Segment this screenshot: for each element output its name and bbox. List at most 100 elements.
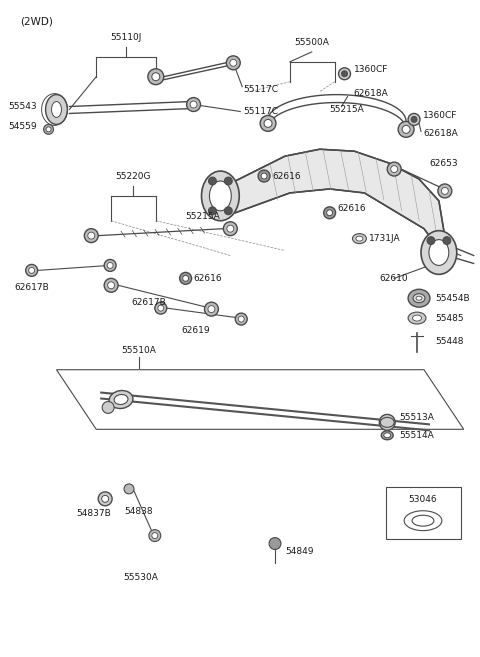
Circle shape (98, 492, 112, 506)
Text: 55485: 55485 (435, 313, 464, 323)
Circle shape (338, 68, 350, 79)
Circle shape (235, 313, 247, 325)
Text: 53046: 53046 (408, 495, 437, 504)
Circle shape (230, 59, 237, 66)
Ellipse shape (384, 433, 391, 438)
Circle shape (152, 533, 158, 539)
Text: 54838: 54838 (125, 507, 153, 516)
Circle shape (260, 116, 276, 131)
Text: 55500A: 55500A (294, 38, 329, 47)
Ellipse shape (381, 431, 393, 440)
Circle shape (269, 537, 281, 549)
Circle shape (427, 237, 435, 244)
Text: 62618A: 62618A (353, 89, 388, 98)
Circle shape (379, 415, 395, 430)
Circle shape (264, 120, 272, 127)
Circle shape (104, 260, 116, 271)
Circle shape (208, 306, 215, 313)
Circle shape (224, 207, 232, 215)
Ellipse shape (408, 289, 430, 307)
Text: 55543: 55543 (8, 102, 36, 111)
Ellipse shape (413, 294, 425, 303)
Ellipse shape (46, 95, 67, 124)
Ellipse shape (413, 315, 421, 321)
Text: 55110J: 55110J (110, 33, 142, 42)
Ellipse shape (352, 234, 366, 244)
Text: 55530A: 55530A (123, 574, 158, 582)
Ellipse shape (421, 231, 457, 275)
Circle shape (387, 162, 401, 176)
Text: 1731JA: 1731JA (369, 234, 401, 243)
Text: 54837B: 54837B (76, 509, 110, 518)
Ellipse shape (109, 390, 133, 409)
Text: 62616: 62616 (193, 274, 222, 283)
Text: 62618A: 62618A (423, 129, 458, 138)
Circle shape (261, 173, 267, 179)
Ellipse shape (202, 171, 239, 221)
Text: 62617B: 62617B (14, 283, 49, 292)
Circle shape (204, 302, 218, 316)
Circle shape (187, 98, 201, 112)
Circle shape (224, 177, 232, 185)
Circle shape (227, 56, 240, 70)
Circle shape (408, 114, 420, 125)
Circle shape (108, 282, 115, 289)
Text: 62653: 62653 (429, 158, 457, 168)
Text: 55215A: 55215A (186, 212, 220, 221)
Circle shape (438, 184, 452, 198)
Text: 55510A: 55510A (121, 346, 156, 355)
Circle shape (398, 122, 414, 137)
Text: 55454B: 55454B (435, 294, 469, 303)
Text: 54849: 54849 (285, 547, 313, 556)
Bar (386, 487, 461, 539)
Circle shape (208, 177, 216, 185)
Text: 62619: 62619 (181, 326, 210, 335)
Circle shape (44, 124, 53, 134)
Circle shape (149, 530, 161, 541)
Text: 1360CF: 1360CF (353, 65, 388, 74)
Text: 62616: 62616 (337, 204, 366, 214)
Circle shape (190, 101, 197, 108)
Circle shape (411, 116, 417, 122)
Text: 1360CF: 1360CF (423, 111, 457, 120)
Ellipse shape (209, 181, 231, 211)
Text: 62610: 62610 (379, 274, 408, 283)
Text: 55514A: 55514A (399, 431, 434, 440)
Circle shape (258, 170, 270, 182)
Ellipse shape (51, 102, 61, 118)
Circle shape (102, 401, 114, 413)
Circle shape (158, 305, 164, 311)
Text: 62617B: 62617B (131, 298, 166, 307)
Text: 54559: 54559 (8, 122, 36, 131)
Circle shape (208, 207, 216, 215)
Circle shape (124, 484, 134, 494)
Circle shape (88, 232, 95, 239)
Circle shape (327, 210, 333, 215)
Text: 55513A: 55513A (399, 413, 434, 422)
Circle shape (342, 71, 348, 77)
Text: (2WD): (2WD) (20, 16, 53, 26)
Circle shape (443, 237, 451, 244)
Circle shape (107, 262, 113, 269)
Ellipse shape (356, 236, 363, 241)
Circle shape (152, 73, 160, 81)
Text: 55448: 55448 (435, 338, 463, 346)
Ellipse shape (416, 296, 422, 300)
Text: 62616: 62616 (272, 171, 300, 181)
Circle shape (324, 207, 336, 219)
Circle shape (223, 221, 237, 236)
Circle shape (182, 275, 189, 281)
Circle shape (442, 187, 448, 194)
Circle shape (155, 302, 167, 314)
Circle shape (148, 69, 164, 85)
Circle shape (26, 264, 37, 277)
Ellipse shape (408, 312, 426, 324)
Circle shape (391, 166, 397, 173)
Circle shape (104, 279, 118, 292)
Circle shape (238, 316, 244, 322)
Text: 55220G: 55220G (115, 172, 151, 181)
Circle shape (46, 127, 51, 132)
Text: 55215A: 55215A (330, 105, 364, 114)
Ellipse shape (404, 510, 442, 531)
Circle shape (84, 229, 98, 242)
